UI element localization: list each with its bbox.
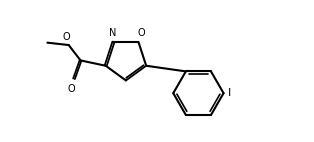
Text: O: O (68, 84, 75, 94)
Text: O: O (138, 28, 145, 38)
Text: I: I (228, 88, 231, 98)
Text: N: N (109, 28, 116, 38)
Text: O: O (62, 32, 70, 42)
